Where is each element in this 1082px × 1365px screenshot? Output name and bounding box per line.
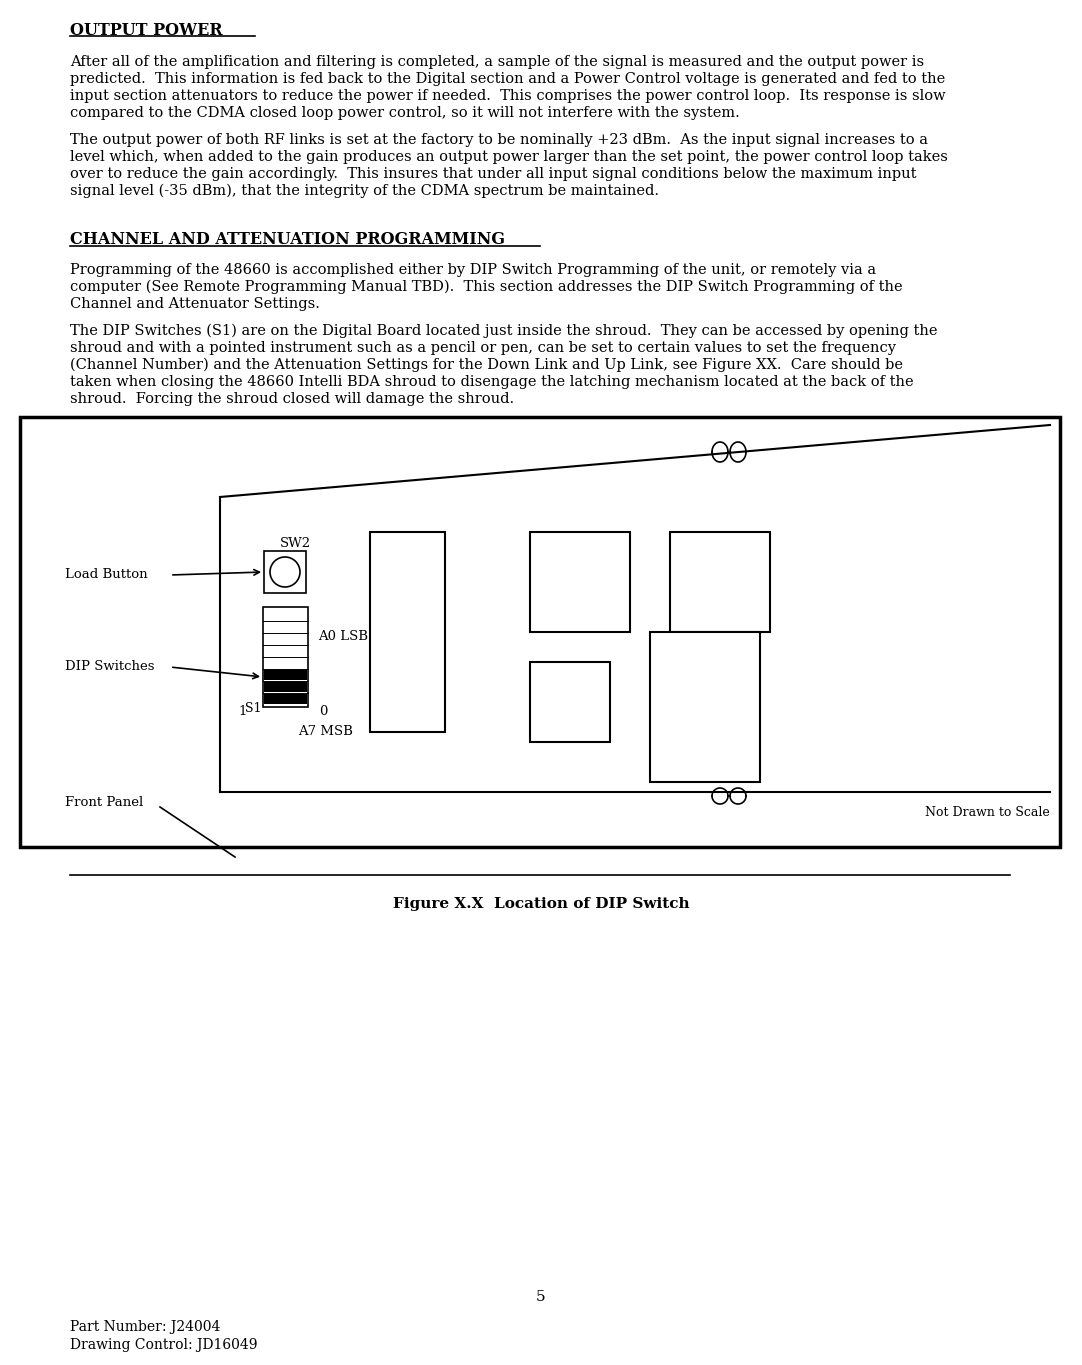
Text: Front Panel: Front Panel xyxy=(65,796,143,808)
Text: A7 MSB: A7 MSB xyxy=(298,725,353,738)
Text: DIP Switches: DIP Switches xyxy=(65,661,155,673)
Text: SW2: SW2 xyxy=(280,536,312,550)
Text: 0: 0 xyxy=(319,704,327,718)
Text: Load Button: Load Button xyxy=(65,568,147,581)
Bar xyxy=(670,532,770,632)
Text: Part Number: J24004: Part Number: J24004 xyxy=(70,1320,221,1334)
Bar xyxy=(370,532,445,732)
Bar xyxy=(264,682,307,692)
Circle shape xyxy=(270,557,300,587)
Text: shroud and with a pointed instrument such as a pencil or pen, can be set to cert: shroud and with a pointed instrument suc… xyxy=(70,341,896,355)
Text: The output power of both RF links is set at the factory to be nominally +23 dBm.: The output power of both RF links is set… xyxy=(70,132,928,147)
Text: Programming of the 48660 is accomplished either by DIP Switch Programming of the: Programming of the 48660 is accomplished… xyxy=(70,263,876,277)
Text: After all of the amplification and filtering is completed, a sample of the signa: After all of the amplification and filte… xyxy=(70,55,924,70)
Text: CHANNEL AND ATTENUATION PROGRAMMING: CHANNEL AND ATTENUATION PROGRAMMING xyxy=(70,231,505,248)
Text: input section attenuators to reduce the power if needed.  This comprises the pow: input section attenuators to reduce the … xyxy=(70,89,946,102)
Text: 1: 1 xyxy=(239,704,247,718)
Text: OUTPUT POWER: OUTPUT POWER xyxy=(70,22,223,40)
Bar xyxy=(530,532,630,632)
Text: compared to the CDMA closed loop power control, so it will not interfere with th: compared to the CDMA closed loop power c… xyxy=(70,106,740,120)
Text: signal level (-35 dBm), that the integrity of the CDMA spectrum be maintained.: signal level (-35 dBm), that the integri… xyxy=(70,184,659,198)
Text: (Channel Number) and the Attenuation Settings for the Down Link and Up Link, see: (Channel Number) and the Attenuation Set… xyxy=(70,358,903,373)
Bar xyxy=(264,693,307,704)
Text: Drawing Control: JD16049: Drawing Control: JD16049 xyxy=(70,1338,258,1351)
Text: Channel and Attenuator Settings.: Channel and Attenuator Settings. xyxy=(70,298,320,311)
Bar xyxy=(19,416,1060,848)
Bar xyxy=(263,607,308,707)
Bar xyxy=(530,662,610,743)
Text: The DIP Switches (S1) are on the Digital Board located just inside the shroud.  : The DIP Switches (S1) are on the Digital… xyxy=(70,324,937,339)
Text: over to reduce the gain accordingly.  This insures that under all input signal c: over to reduce the gain accordingly. Thi… xyxy=(70,167,916,182)
Text: 5: 5 xyxy=(537,1290,545,1304)
Text: level which, when added to the gain produces an output power larger than the set: level which, when added to the gain prod… xyxy=(70,150,948,164)
Text: shroud.  Forcing the shroud closed will damage the shroud.: shroud. Forcing the shroud closed will d… xyxy=(70,392,514,405)
Text: A0 LSB: A0 LSB xyxy=(318,631,368,643)
Text: taken when closing the 48660 Intelli BDA shroud to disengage the latching mechan: taken when closing the 48660 Intelli BDA… xyxy=(70,375,913,389)
Text: Not Drawn to Scale: Not Drawn to Scale xyxy=(925,805,1050,819)
Text: S1: S1 xyxy=(245,702,261,715)
Bar xyxy=(264,670,307,680)
Bar xyxy=(650,632,760,782)
Text: Figure X.X  Location of DIP Switch: Figure X.X Location of DIP Switch xyxy=(393,897,689,910)
Bar xyxy=(264,551,306,592)
Text: computer (See Remote Programming Manual TBD).  This section addresses the DIP Sw: computer (See Remote Programming Manual … xyxy=(70,280,902,295)
Text: predicted.  This information is fed back to the Digital section and a Power Cont: predicted. This information is fed back … xyxy=(70,72,946,86)
